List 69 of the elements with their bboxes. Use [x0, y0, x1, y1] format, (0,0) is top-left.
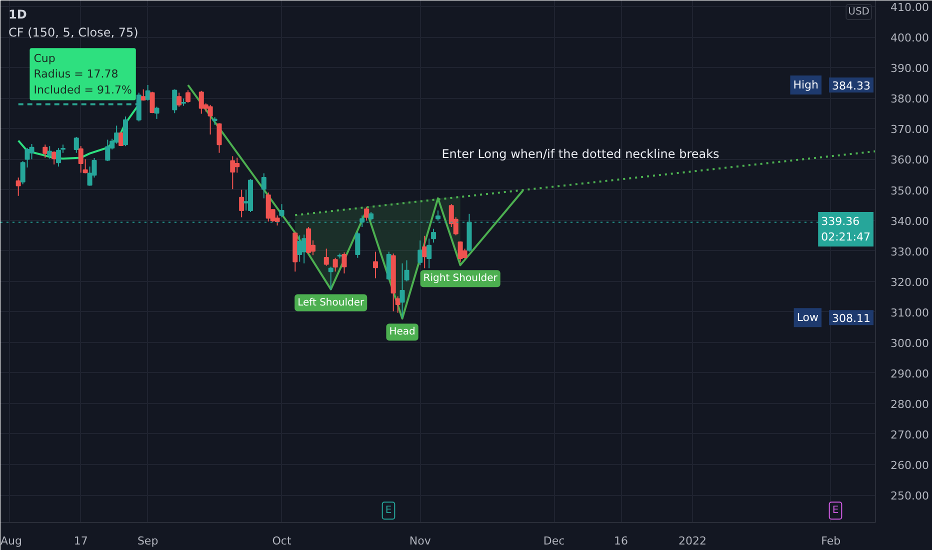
x-tick-label: 2022	[678, 534, 706, 548]
annotation: Low	[796, 311, 819, 324]
candlestick	[52, 150, 57, 165]
annotation: E	[832, 505, 839, 516]
candlestick	[172, 88, 178, 114]
candlestick	[355, 231, 360, 258]
y-tick-label: 290.00	[890, 367, 929, 380]
text: 1D	[8, 7, 27, 22]
annotation: Right Shoulder	[423, 273, 498, 284]
candlestick	[154, 106, 160, 120]
y-tick-label: 370.00	[890, 123, 929, 136]
ref-line-label: 339.36 02:21:47	[821, 214, 871, 244]
candlestick	[297, 234, 302, 262]
candlestick	[364, 206, 370, 222]
candlestick	[328, 266, 334, 290]
annotation: Cup Radius = 17.78 Included = 91.7%	[34, 52, 132, 96]
x-tick-label: Oct	[272, 534, 292, 548]
x-tick-label: Sep	[137, 534, 158, 548]
x-tick-label: 16	[614, 534, 628, 548]
candlestick	[418, 240, 423, 266]
candlestick	[42, 144, 48, 158]
candlestick	[56, 147, 62, 168]
candlestick	[239, 189, 244, 218]
y-tick-label: 380.00	[890, 92, 929, 106]
candlestick	[16, 177, 21, 196]
x-tick-label: Feb	[821, 534, 841, 548]
y-tick-label: 400.00	[890, 32, 929, 45]
candlestick	[261, 172, 266, 199]
text: CF (150, 5, Close, 75)	[8, 25, 138, 40]
y-tick-label: 250.00	[890, 490, 929, 503]
annotation: Enter Long when/if the dotted neckline breaks	[442, 147, 720, 162]
candlestick	[105, 139, 110, 162]
candlestick	[145, 84, 150, 102]
candlestick	[324, 248, 329, 266]
y-tick-label: 280.00	[890, 398, 929, 411]
candlestick	[372, 251, 378, 279]
x-tick-label: 17	[74, 534, 88, 548]
y-tick-label: 300.00	[890, 336, 929, 350]
x-tick-label: Aug	[0, 534, 22, 548]
y-tick-label: 260.00	[890, 459, 929, 472]
candlestick	[74, 136, 79, 154]
y-tick-label: 340.00	[890, 214, 929, 228]
y-tick-label: 390.00	[890, 62, 929, 76]
y-tick-label: 350.00	[890, 184, 929, 198]
candlestick	[176, 92, 182, 108]
annotation: Head	[389, 326, 416, 338]
candlestick	[332, 257, 338, 272]
y-tick-label: 410.00	[890, 1, 929, 14]
candlestick	[216, 122, 222, 154]
candlestick	[208, 104, 213, 136]
y-axis-title: USD	[848, 6, 870, 18]
y-tick-label: 330.00	[890, 245, 929, 258]
y-tick-label: 270.00	[890, 428, 929, 442]
candlestick	[279, 204, 284, 218]
annotation: 384.33	[832, 79, 871, 92]
x-tick-label: Dec	[543, 534, 565, 548]
annotation: E	[385, 505, 392, 516]
candlestick	[230, 156, 236, 190]
y-tick-label: 360.00	[890, 154, 929, 167]
x-tick-label: Nov	[409, 534, 432, 548]
candlestick	[435, 210, 441, 222]
candlestick	[306, 226, 312, 254]
candlestick	[342, 252, 347, 274]
y-tick-label: 320.00	[890, 276, 929, 289]
annotation: High	[793, 78, 819, 92]
annotation: 308.11	[832, 312, 871, 326]
y-tick-label: 310.00	[890, 306, 929, 320]
candlestick	[185, 90, 191, 104]
annotation: Left Shoulder	[298, 297, 366, 308]
